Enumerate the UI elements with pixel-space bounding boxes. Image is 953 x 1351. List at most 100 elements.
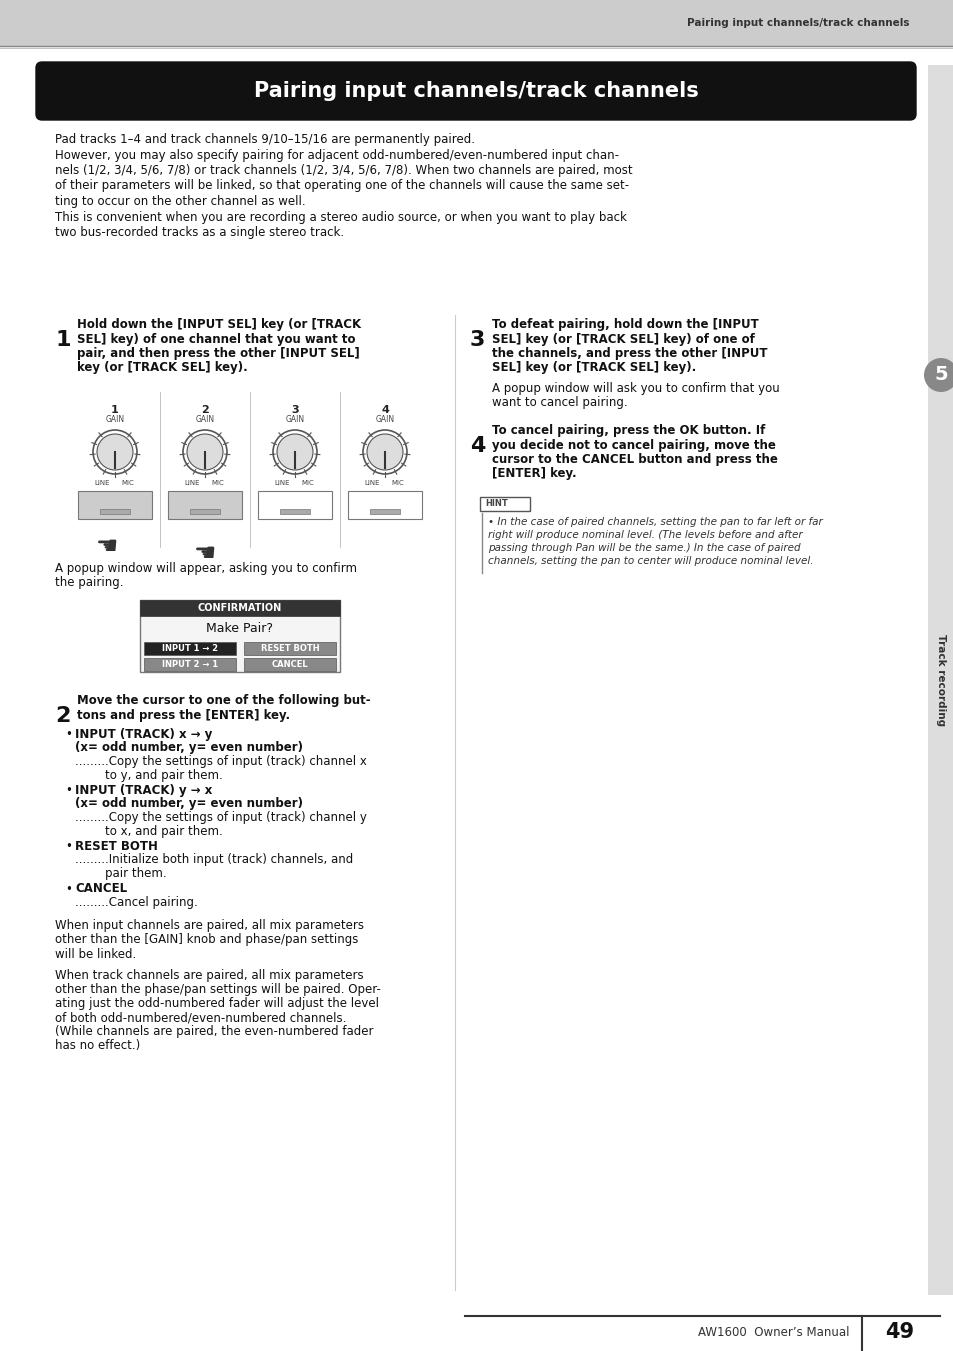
Text: passing through Pan will be the same.) In the case of paired: passing through Pan will be the same.) I… bbox=[488, 543, 800, 553]
Text: you decide not to cancel pairing, move the: you decide not to cancel pairing, move t… bbox=[492, 439, 775, 451]
Text: other than the [GAIN] knob and phase/pan settings: other than the [GAIN] knob and phase/pan… bbox=[55, 934, 358, 947]
Text: CANCEL: CANCEL bbox=[75, 882, 127, 896]
Text: LINE: LINE bbox=[94, 480, 110, 486]
Text: GAIN: GAIN bbox=[375, 415, 395, 424]
Text: MIC: MIC bbox=[121, 480, 134, 486]
Bar bbox=[144, 642, 235, 655]
Text: cursor to the CANCEL button and press the: cursor to the CANCEL button and press th… bbox=[492, 453, 777, 466]
Text: 2: 2 bbox=[55, 707, 71, 725]
Text: MIC: MIC bbox=[212, 480, 224, 486]
Text: will be linked.: will be linked. bbox=[55, 947, 136, 961]
Text: (x= odd number, y= even number): (x= odd number, y= even number) bbox=[75, 742, 303, 754]
Text: key (or [TRACK SEL] key).: key (or [TRACK SEL] key). bbox=[77, 362, 248, 374]
Circle shape bbox=[367, 434, 402, 470]
Text: Make Pair?: Make Pair? bbox=[206, 621, 274, 635]
Text: 2: 2 bbox=[201, 405, 209, 415]
Text: nels (1/2, 3/4, 5/6, 7/8) or track channels (1/2, 3/4, 5/6, 7/8). When two chann: nels (1/2, 3/4, 5/6, 7/8) or track chann… bbox=[55, 163, 632, 177]
Circle shape bbox=[187, 434, 223, 470]
Bar bbox=[144, 658, 235, 671]
Text: Track recording: Track recording bbox=[935, 634, 945, 725]
Text: want to cancel pairing.: want to cancel pairing. bbox=[492, 396, 627, 409]
Text: INPUT 1 → 2: INPUT 1 → 2 bbox=[162, 644, 218, 653]
Text: ☚: ☚ bbox=[95, 535, 118, 559]
Text: However, you may also specify pairing for adjacent odd-numbered/even-numbered in: However, you may also specify pairing fo… bbox=[55, 149, 618, 162]
Text: Move the cursor to one of the following but-: Move the cursor to one of the following … bbox=[77, 694, 370, 707]
Text: 4: 4 bbox=[470, 436, 485, 457]
Text: tons and press the [ENTER] key.: tons and press the [ENTER] key. bbox=[77, 708, 290, 721]
Text: CONFIRMATION: CONFIRMATION bbox=[197, 603, 282, 613]
Bar bbox=[168, 490, 242, 519]
Text: •: • bbox=[65, 728, 71, 740]
Text: RESET BOTH: RESET BOTH bbox=[75, 840, 157, 852]
Text: CANCEL: CANCEL bbox=[272, 661, 308, 669]
Bar bbox=[244, 642, 335, 655]
Text: of both odd-numbered/even-numbered channels.: of both odd-numbered/even-numbered chann… bbox=[55, 1012, 346, 1024]
Text: HINT: HINT bbox=[484, 500, 507, 508]
Text: MIC: MIC bbox=[301, 480, 314, 486]
Text: 4: 4 bbox=[380, 405, 389, 415]
Bar bbox=[257, 490, 332, 519]
Text: [ENTER] key.: [ENTER] key. bbox=[492, 467, 576, 481]
Text: Hold down the [INPUT SEL] key (or [TRACK: Hold down the [INPUT SEL] key (or [TRACK bbox=[77, 317, 361, 331]
Text: AW1600  Owner’s Manual: AW1600 Owner’s Manual bbox=[698, 1325, 849, 1339]
Text: .........Copy the settings of input (track) channel y: .........Copy the settings of input (tra… bbox=[75, 811, 367, 824]
Text: •: • bbox=[65, 882, 71, 896]
Text: LINE: LINE bbox=[364, 480, 379, 486]
Text: To cancel pairing, press the OK button. If: To cancel pairing, press the OK button. … bbox=[492, 424, 764, 436]
Circle shape bbox=[276, 434, 313, 470]
Text: GAIN: GAIN bbox=[195, 415, 214, 424]
Bar bbox=[244, 658, 335, 671]
Text: (While channels are paired, the even-numbered fader: (While channels are paired, the even-num… bbox=[55, 1025, 374, 1039]
Bar bbox=[190, 509, 219, 513]
Bar bbox=[479, 497, 530, 511]
Text: two bus-recorded tracks as a single stereo track.: two bus-recorded tracks as a single ster… bbox=[55, 226, 344, 239]
Text: Pairing input channels/track channels: Pairing input channels/track channels bbox=[253, 81, 698, 101]
Text: A popup window will ask you to confirm that you: A popup window will ask you to confirm t… bbox=[492, 382, 779, 394]
Text: the pairing.: the pairing. bbox=[55, 576, 123, 589]
Text: .........Cancel pairing.: .........Cancel pairing. bbox=[75, 896, 197, 909]
Text: other than the phase/pan settings will be paired. Oper-: other than the phase/pan settings will b… bbox=[55, 984, 380, 997]
FancyBboxPatch shape bbox=[36, 62, 915, 120]
Bar bbox=[140, 600, 339, 671]
Text: INPUT (TRACK) y → x: INPUT (TRACK) y → x bbox=[75, 784, 213, 797]
Text: INPUT 2 → 1: INPUT 2 → 1 bbox=[162, 661, 218, 669]
Text: GAIN: GAIN bbox=[285, 415, 304, 424]
Bar bbox=[280, 509, 310, 513]
Text: MIC: MIC bbox=[392, 480, 404, 486]
Text: pair, and then press the other [INPUT SEL]: pair, and then press the other [INPUT SE… bbox=[77, 347, 359, 359]
Text: This is convenient when you are recording a stereo audio source, or when you wan: This is convenient when you are recordin… bbox=[55, 211, 626, 223]
Bar bbox=[348, 490, 421, 519]
Text: When input channels are paired, all mix parameters: When input channels are paired, all mix … bbox=[55, 920, 364, 932]
Bar bbox=[140, 600, 339, 616]
Text: has no effect.): has no effect.) bbox=[55, 1039, 140, 1052]
Text: 3: 3 bbox=[291, 405, 298, 415]
Bar bbox=[0, 0, 953, 46]
Text: (x= odd number, y= even number): (x= odd number, y= even number) bbox=[75, 797, 303, 811]
Text: RESET BOTH: RESET BOTH bbox=[260, 644, 319, 653]
Text: When track channels are paired, all mix parameters: When track channels are paired, all mix … bbox=[55, 970, 363, 982]
Circle shape bbox=[923, 358, 953, 392]
Bar bbox=[927, 65, 953, 1296]
Text: Pad tracks 1–4 and track channels 9/10–15/16 are permanently paired.: Pad tracks 1–4 and track channels 9/10–1… bbox=[55, 132, 475, 146]
Text: •: • bbox=[65, 840, 71, 852]
Text: pair them.: pair them. bbox=[75, 867, 167, 880]
Text: LINE: LINE bbox=[274, 480, 290, 486]
Text: 49: 49 bbox=[884, 1323, 914, 1342]
Text: • In the case of paired channels, setting the pan to far left or far: • In the case of paired channels, settin… bbox=[488, 517, 821, 527]
Text: •: • bbox=[65, 784, 71, 797]
Text: INPUT (TRACK) x → y: INPUT (TRACK) x → y bbox=[75, 728, 213, 740]
Text: the channels, and press the other [INPUT: the channels, and press the other [INPUT bbox=[492, 347, 767, 359]
Circle shape bbox=[97, 434, 132, 470]
Text: to x, and pair them.: to x, and pair them. bbox=[75, 824, 222, 838]
Text: of their parameters will be linked, so that operating one of the channels will c: of their parameters will be linked, so t… bbox=[55, 180, 628, 192]
Text: A popup window will appear, asking you to confirm: A popup window will appear, asking you t… bbox=[55, 562, 356, 576]
Text: ating just the odd-numbered fader will adjust the level: ating just the odd-numbered fader will a… bbox=[55, 997, 378, 1011]
Text: SEL] key) of one channel that you want to: SEL] key) of one channel that you want t… bbox=[77, 332, 355, 346]
Text: To defeat pairing, hold down the [INPUT: To defeat pairing, hold down the [INPUT bbox=[492, 317, 758, 331]
Bar bbox=[100, 509, 130, 513]
Text: SEL] key (or [TRACK SEL] key) of one of: SEL] key (or [TRACK SEL] key) of one of bbox=[492, 332, 754, 346]
Bar bbox=[78, 490, 152, 519]
Text: .........Copy the settings of input (track) channel x: .........Copy the settings of input (tra… bbox=[75, 755, 367, 767]
Bar bbox=[370, 509, 399, 513]
Text: 5: 5 bbox=[933, 366, 947, 385]
